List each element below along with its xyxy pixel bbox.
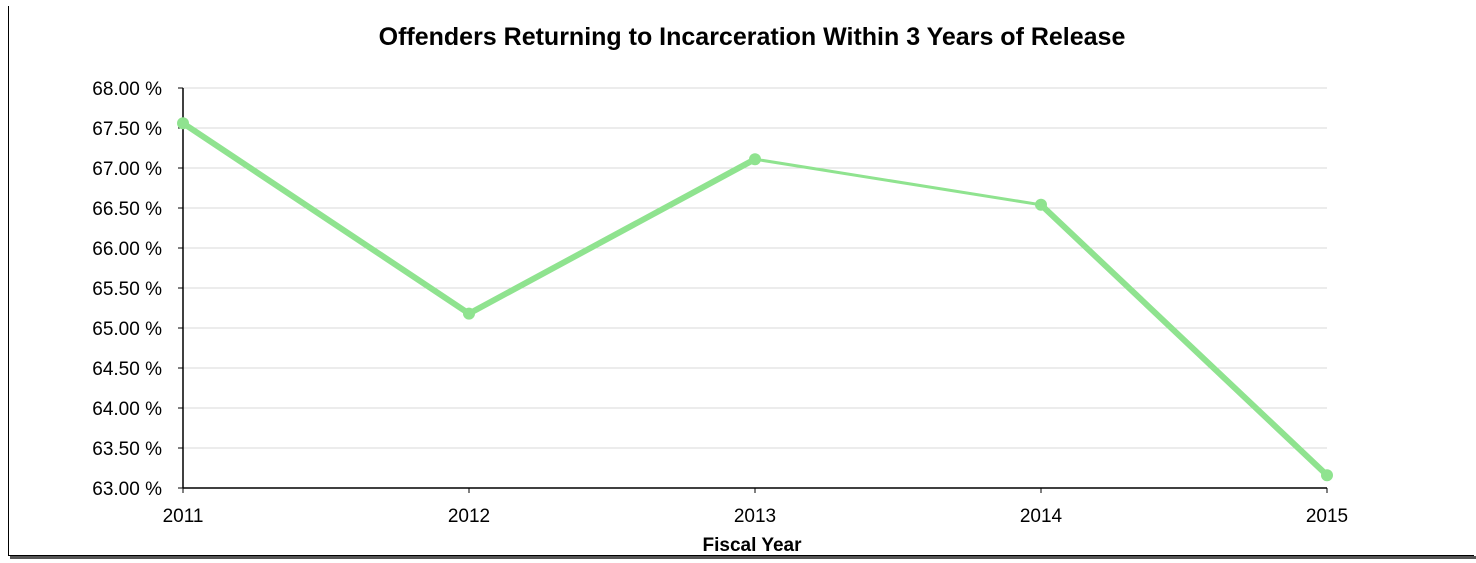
- data-point: [1321, 469, 1333, 482]
- grid-lines: [183, 87, 1327, 449]
- x-tick-label: 2011: [163, 506, 204, 527]
- x-tick-label: 2014: [1020, 506, 1063, 527]
- series-line-segment: [466, 156, 758, 317]
- data-point: [177, 117, 189, 130]
- chart-frame: [8, 6, 1474, 556]
- axes: [178, 87, 1328, 493]
- y-tick-label: 68.00 %: [92, 79, 162, 100]
- x-tick-label: 2013: [734, 506, 776, 527]
- y-tick-label: 65.50 %: [92, 279, 162, 300]
- series-line-segment: [753, 157, 1043, 207]
- series-line-segment: [180, 120, 472, 317]
- y-tick-label: 65.00 %: [92, 319, 162, 340]
- x-axis-title: Fiscal Year: [703, 535, 803, 556]
- data-point: [463, 307, 475, 320]
- y-tick-label: 66.00 %: [92, 239, 162, 260]
- y-tick-label: 64.50 %: [92, 359, 162, 380]
- x-tick-label: 2012: [448, 506, 490, 527]
- chart-title: Offenders Returning to Incarceration Wit…: [379, 23, 1126, 51]
- y-tick-label: 63.00 %: [92, 479, 162, 500]
- frame-shadow: [10, 556, 1476, 559]
- y-tick-label: 63.50 %: [92, 439, 162, 460]
- data-point: [1035, 198, 1047, 211]
- data-points: [177, 117, 1333, 482]
- y-tick-label: 67.00 %: [92, 159, 162, 180]
- series-lines: [180, 120, 1330, 479]
- series-line-segment: [1038, 201, 1330, 479]
- y-tick-label: 66.50 %: [92, 199, 162, 220]
- y-tick-label: 67.50 %: [92, 119, 162, 140]
- x-tick-labels: 2011 2012 2013 2014 2015: [163, 506, 1349, 527]
- y-tick-labels: 68.00 % 67.50 % 67.00 % 66.50 % 66.00 % 65.50…: [92, 79, 162, 500]
- y-tick-label: 64.00 %: [92, 399, 162, 420]
- data-point: [749, 153, 761, 166]
- x-tick-label: 2015: [1306, 506, 1348, 527]
